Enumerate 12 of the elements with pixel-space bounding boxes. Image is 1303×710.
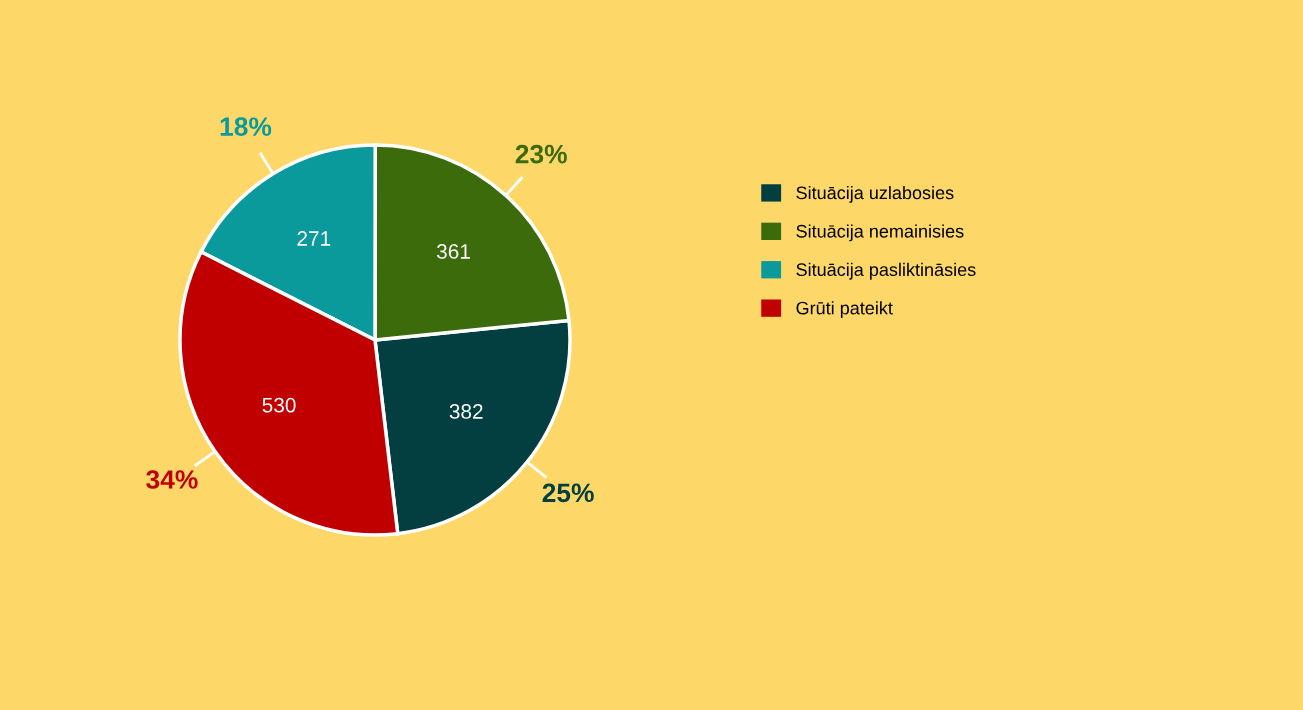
data-label: 271 [297, 231, 331, 246]
legend-label: Situācija pasliktināsies [796, 262, 976, 280]
text: 18% [220, 117, 272, 136]
text: 34% [146, 470, 198, 489]
legend-label: Situācija uzlabosies [796, 185, 954, 203]
text: 23% [515, 144, 567, 164]
data-label: 530 [262, 397, 296, 413]
data-label: 361 [436, 244, 470, 259]
legend-label: Situācija nemainisies [796, 224, 964, 242]
legend-label: Grūti pateikt [796, 301, 893, 319]
text: 25% [542, 483, 594, 503]
data-label: 382 [449, 404, 483, 419]
